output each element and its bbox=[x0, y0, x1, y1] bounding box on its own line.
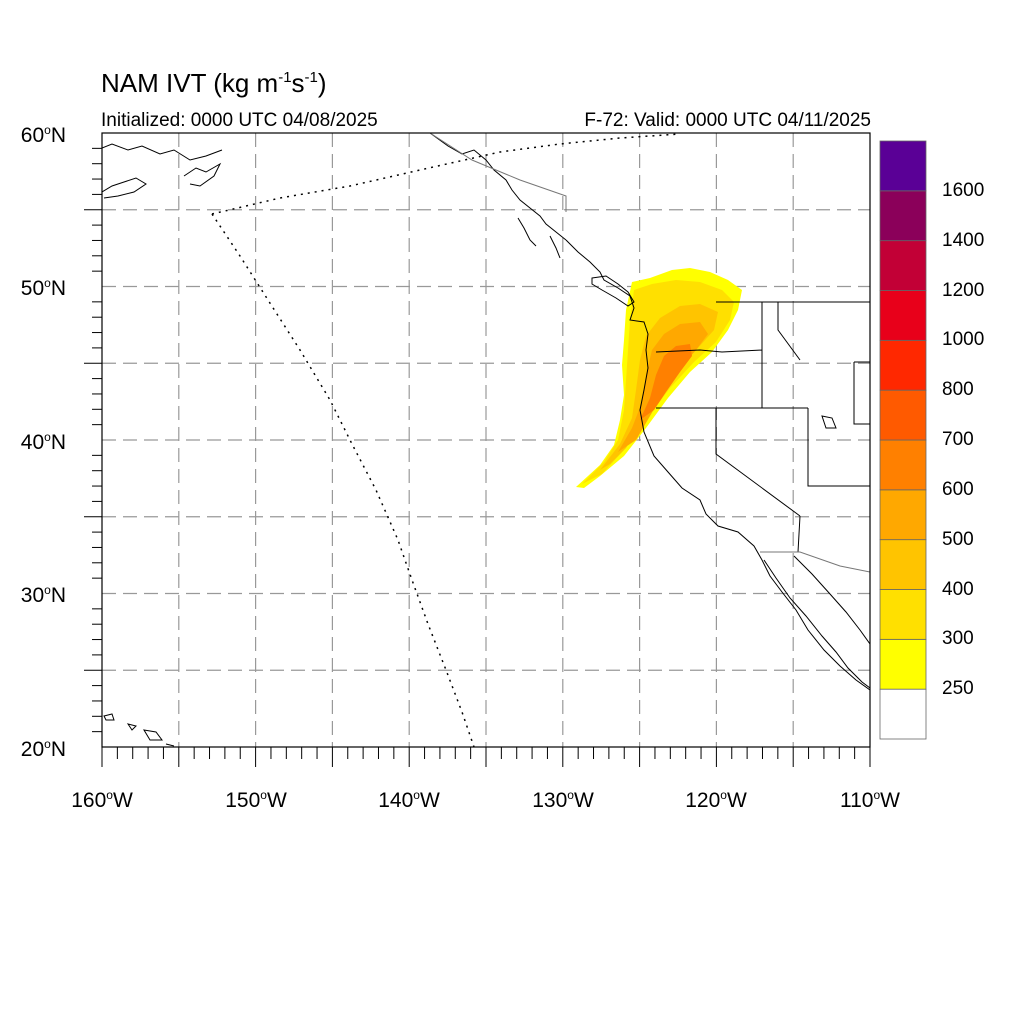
great-salt-lake bbox=[821, 415, 837, 429]
lon-label: 150oW bbox=[225, 788, 287, 812]
lon-label: 160oW bbox=[71, 788, 133, 812]
colorbar-swatch bbox=[879, 140, 927, 192]
colorbar-swatch bbox=[879, 539, 927, 590]
graticule bbox=[102, 133, 870, 747]
lat-label: 20oN bbox=[20, 737, 66, 761]
colorbar-label: 250 bbox=[942, 678, 974, 700]
initialized-time: Initialized: 0000 UTC 04/08/2025 bbox=[101, 110, 378, 131]
lat-label: 40oN bbox=[20, 430, 66, 454]
lat-label: 30oN bbox=[20, 583, 66, 607]
lon-label: 130oW bbox=[532, 788, 594, 812]
ivt-shading bbox=[576, 268, 742, 488]
colorbar-label: 700 bbox=[942, 429, 974, 450]
lon-label: 110oW bbox=[840, 788, 900, 812]
hawaii-eez-boundary bbox=[211, 213, 475, 748]
valid-time: F-72: Valid: 0000 UTC 04/11/2025 bbox=[584, 110, 871, 131]
colorbar-swatch bbox=[879, 339, 927, 391]
colorbar-swatch bbox=[879, 389, 927, 441]
us-mexico-border bbox=[760, 551, 870, 573]
us-state-borders bbox=[655, 301, 870, 553]
alaska-canada-border bbox=[429, 133, 567, 212]
hawaii-islands bbox=[103, 713, 175, 747]
colorbar-label: 800 bbox=[942, 379, 974, 401]
alaska-coastline bbox=[102, 133, 567, 259]
colorbar-label: 400 bbox=[942, 578, 974, 600]
lon-label: 120oW bbox=[685, 788, 747, 812]
us-west-coastline bbox=[565, 239, 870, 691]
colorbar-swatch bbox=[879, 589, 927, 640]
alaska-eez-boundary bbox=[211, 133, 681, 215]
colorbar-swatch bbox=[879, 638, 927, 690]
map-title: NAM IVT (kg m-1s-1) bbox=[101, 68, 327, 98]
colorbar-label: 1600 bbox=[942, 179, 985, 201]
colorbar-label: 300 bbox=[942, 628, 974, 650]
colorbar-label: 1200 bbox=[942, 279, 985, 301]
lon-label: 140oW bbox=[378, 788, 440, 812]
eez-boundaries bbox=[211, 133, 681, 748]
ivt-contour-600 bbox=[640, 344, 692, 420]
baja-california-gulf bbox=[763, 555, 870, 689]
colorbar-label: 1000 bbox=[942, 329, 985, 351]
lat-label: 50oN bbox=[20, 276, 66, 300]
lat-label: 60oN bbox=[20, 123, 66, 147]
colorbar-swatch bbox=[879, 688, 927, 740]
axis-ticks bbox=[84, 147, 871, 767]
colorbar-swatch bbox=[879, 439, 927, 491]
colorbar-swatch bbox=[879, 190, 927, 242]
colorbar-label: 600 bbox=[942, 478, 974, 500]
colorbar-swatch bbox=[879, 240, 927, 291]
colorbar-label: 1400 bbox=[942, 229, 985, 251]
vancouver-island bbox=[591, 275, 635, 307]
colorbar-swatch bbox=[879, 290, 927, 341]
map-outlines bbox=[102, 133, 870, 747]
colorbar-label: 500 bbox=[942, 528, 974, 550]
colorbar bbox=[879, 140, 927, 740]
colorbar-swatch bbox=[879, 489, 927, 541]
